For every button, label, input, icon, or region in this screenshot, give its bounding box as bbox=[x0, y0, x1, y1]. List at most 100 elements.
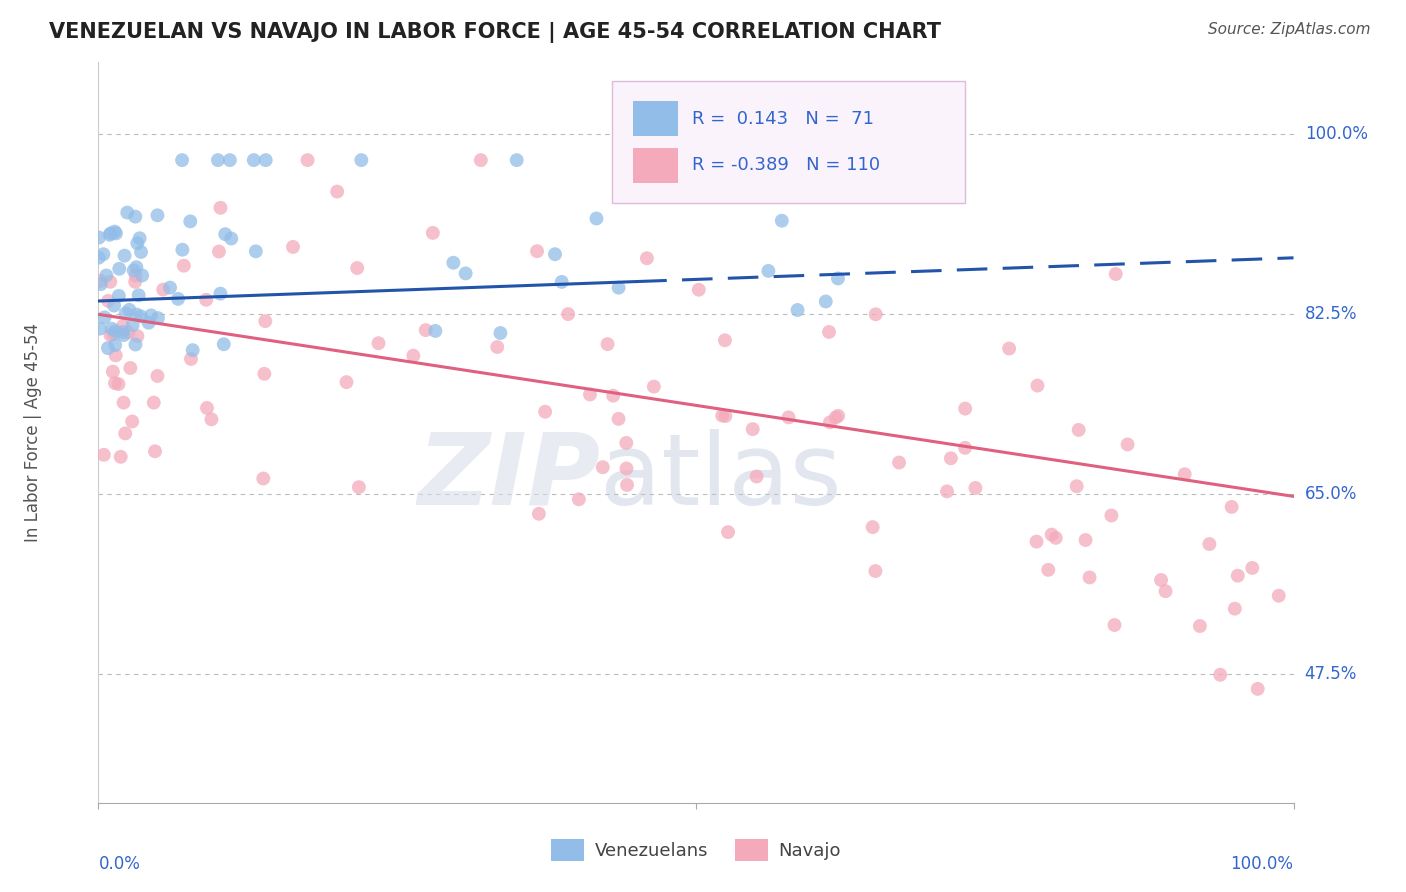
Point bbox=[643, 379, 665, 393]
Point bbox=[104, 324, 127, 338]
Point bbox=[786, 303, 808, 318]
Point bbox=[1154, 584, 1177, 599]
Point bbox=[865, 564, 887, 578]
Point bbox=[172, 153, 194, 168]
Point bbox=[527, 507, 550, 521]
Point bbox=[1074, 533, 1097, 547]
Point bbox=[90, 274, 112, 288]
Point bbox=[129, 244, 152, 259]
Point bbox=[1038, 563, 1060, 577]
Point bbox=[1247, 681, 1270, 696]
Point bbox=[827, 271, 849, 285]
Point bbox=[1267, 589, 1289, 603]
Point bbox=[243, 153, 266, 168]
Point bbox=[167, 292, 190, 306]
Point bbox=[112, 325, 135, 339]
Point bbox=[544, 247, 567, 261]
Point bbox=[998, 342, 1021, 356]
Point bbox=[441, 256, 464, 270]
Point bbox=[526, 244, 548, 259]
Point bbox=[128, 288, 150, 302]
Point bbox=[209, 286, 232, 301]
Point bbox=[212, 337, 235, 351]
Point bbox=[125, 260, 148, 275]
Point bbox=[1099, 508, 1122, 523]
Point bbox=[117, 205, 139, 219]
Point bbox=[143, 444, 166, 458]
Point bbox=[114, 426, 136, 441]
Point bbox=[1066, 479, 1088, 493]
Point bbox=[101, 365, 124, 379]
Point bbox=[93, 247, 115, 261]
Point bbox=[93, 310, 115, 325]
Point bbox=[415, 323, 437, 337]
Point bbox=[1209, 667, 1232, 681]
Point bbox=[89, 321, 111, 335]
Point bbox=[125, 268, 148, 283]
Point bbox=[195, 401, 218, 415]
Point bbox=[534, 405, 557, 419]
Point bbox=[1067, 423, 1090, 437]
Point bbox=[100, 227, 122, 241]
Text: atlas: atlas bbox=[600, 428, 842, 525]
Point bbox=[1223, 601, 1246, 615]
Point bbox=[127, 329, 149, 343]
Point bbox=[138, 316, 160, 330]
Point bbox=[139, 309, 162, 323]
Point bbox=[1188, 619, 1211, 633]
Point bbox=[107, 377, 129, 392]
Point bbox=[121, 414, 143, 428]
Point bbox=[281, 240, 304, 254]
Point bbox=[346, 260, 368, 275]
Point bbox=[770, 213, 793, 227]
Point bbox=[953, 401, 976, 416]
Point bbox=[425, 324, 447, 338]
Point bbox=[173, 259, 195, 273]
Point bbox=[209, 201, 232, 215]
Point bbox=[127, 236, 149, 251]
Text: ZIP: ZIP bbox=[418, 428, 600, 525]
Text: In Labor Force | Age 45-54: In Labor Force | Age 45-54 bbox=[24, 323, 42, 542]
Point bbox=[105, 227, 128, 241]
Point bbox=[110, 450, 132, 464]
Point bbox=[152, 283, 174, 297]
Point bbox=[120, 361, 142, 376]
Point bbox=[1040, 527, 1063, 541]
Point bbox=[112, 395, 135, 409]
Point bbox=[90, 277, 112, 291]
Point bbox=[579, 387, 602, 401]
Point bbox=[252, 471, 274, 485]
Point bbox=[117, 326, 139, 340]
Point bbox=[207, 153, 229, 168]
Point bbox=[104, 348, 127, 362]
Point bbox=[208, 244, 231, 259]
Point bbox=[814, 294, 837, 309]
Point bbox=[254, 153, 277, 168]
Point bbox=[118, 302, 141, 317]
Point bbox=[1220, 500, 1243, 514]
Point bbox=[1026, 378, 1049, 392]
Point bbox=[818, 325, 841, 339]
Point bbox=[108, 261, 131, 276]
Point bbox=[714, 409, 737, 423]
Point bbox=[129, 310, 152, 324]
Point bbox=[254, 314, 277, 328]
Point bbox=[824, 410, 846, 425]
Point bbox=[506, 153, 529, 168]
Point bbox=[596, 337, 619, 351]
Text: 100.0%: 100.0% bbox=[1230, 855, 1294, 872]
Point bbox=[953, 441, 976, 455]
Point bbox=[827, 409, 849, 423]
Point bbox=[114, 249, 136, 263]
Point bbox=[103, 299, 125, 313]
Point bbox=[335, 375, 357, 389]
Point bbox=[101, 322, 124, 336]
Point bbox=[114, 306, 136, 320]
Point bbox=[104, 225, 127, 239]
Point bbox=[146, 311, 169, 326]
Point bbox=[741, 422, 763, 436]
Point bbox=[804, 153, 827, 168]
Point bbox=[142, 395, 165, 409]
Point bbox=[1174, 467, 1197, 482]
Point bbox=[636, 252, 658, 266]
